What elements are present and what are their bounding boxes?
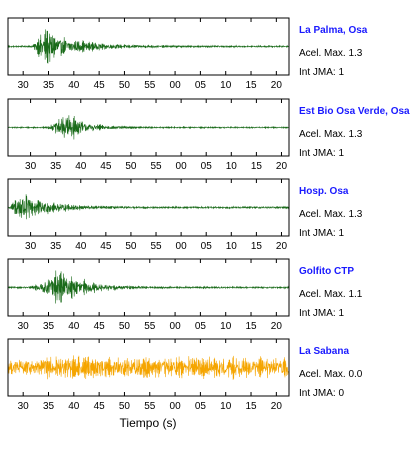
x-tick-label: 35 <box>50 241 62 252</box>
x-tick-label: 55 <box>144 80 156 91</box>
x-tick-label: 15 <box>245 80 257 91</box>
acel-max-label: Acel. Max. 0.0 <box>299 369 363 380</box>
plot-frame <box>7 338 290 397</box>
x-tick-label: 00 <box>176 161 188 172</box>
seismogram-trace <box>7 115 290 140</box>
x-tick-label: 45 <box>94 80 106 91</box>
x-tick-label: 35 <box>43 321 55 332</box>
x-tick-label: 40 <box>68 321 80 332</box>
int-jma-label: Int JMA: 1 <box>299 228 344 239</box>
station-panel: 30 35 40 45 50 55 00 05 10 15 20 La Palma, Osa Acel.… <box>7 17 368 91</box>
x-tick-label: 55 <box>144 401 156 412</box>
x-tick-label: 20 <box>271 401 283 412</box>
acel-max-label: Acel. Max. 1.3 <box>299 129 363 140</box>
x-tick-label: 20 <box>276 241 288 252</box>
x-tick-label: 45 <box>100 241 112 252</box>
station-name-label: Est Bio Osa Verde, Osa <box>299 106 410 117</box>
station-panel: 30 35 40 45 50 55 00 05 10 15 20 Est Bio Osa Verde,… <box>7 98 410 172</box>
plot-frame <box>7 98 290 157</box>
x-tick-label: 45 <box>94 401 106 412</box>
x-tick-label: 05 <box>195 321 207 332</box>
x-tick-label: 05 <box>201 241 213 252</box>
x-axis-title: Tiempo (s) <box>120 416 177 430</box>
x-tick-label: 40 <box>68 80 80 91</box>
int-jma-label: Int JMA: 1 <box>299 148 344 159</box>
x-tick-label: 15 <box>251 161 263 172</box>
acel-max-label: Acel. Max. 1.3 <box>299 209 363 220</box>
x-tick-label: 15 <box>245 321 257 332</box>
plot-frame <box>7 258 290 317</box>
x-tick-label: 45 <box>94 321 106 332</box>
x-tick-label: 20 <box>271 80 283 91</box>
seismogram-trace <box>7 29 290 64</box>
seismogram-trace <box>7 194 290 220</box>
station-panel: 30 35 40 45 50 55 00 05 10 15 20 Golfito CTP Acel. M… <box>7 258 363 332</box>
x-tick-label: 05 <box>201 161 213 172</box>
x-tick-label: 35 <box>50 161 62 172</box>
x-tick-label: 30 <box>25 241 37 252</box>
x-tick-label: 40 <box>75 161 87 172</box>
acel-max-label: Acel. Max. 1.3 <box>299 48 363 59</box>
x-tick-label: 10 <box>226 241 238 252</box>
x-tick-label: 50 <box>119 401 131 412</box>
x-tick-label: 00 <box>170 321 182 332</box>
x-tick-label: 10 <box>226 161 238 172</box>
x-tick-label: 30 <box>18 80 30 91</box>
int-jma-label: Int JMA: 1 <box>299 67 344 78</box>
int-jma-label: Int JMA: 1 <box>299 308 344 319</box>
x-tick-label: 20 <box>271 321 283 332</box>
x-tick-label: 40 <box>75 241 87 252</box>
x-tick-label: 55 <box>144 321 156 332</box>
x-tick-label: 55 <box>150 241 162 252</box>
x-tick-label: 50 <box>119 80 131 91</box>
x-tick-label: 00 <box>170 80 182 91</box>
plot-frame <box>7 17 290 76</box>
x-tick-label: 30 <box>18 401 30 412</box>
station-name-label: La Palma, Osa <box>299 25 368 36</box>
seismogram-trace <box>7 270 290 304</box>
x-tick-label: 00 <box>176 241 188 252</box>
x-tick-label: 15 <box>245 401 257 412</box>
x-tick-label: 35 <box>43 401 55 412</box>
x-tick-label: 40 <box>68 401 80 412</box>
x-tick-label: 10 <box>220 80 232 91</box>
x-tick-label: 05 <box>195 401 207 412</box>
x-tick-label: 10 <box>220 401 232 412</box>
x-tick-label: 50 <box>125 161 137 172</box>
x-tick-label: 35 <box>43 80 55 91</box>
plot-frame <box>7 178 290 237</box>
seismogram-trace <box>7 355 290 380</box>
acel-max-label: Acel. Max. 1.1 <box>299 289 363 300</box>
x-tick-label: 10 <box>220 321 232 332</box>
int-jma-label: Int JMA: 0 <box>299 388 344 399</box>
x-tick-label: 50 <box>125 241 137 252</box>
station-name-label: Hosp. Osa <box>299 186 349 197</box>
x-tick-label: 30 <box>18 321 30 332</box>
x-tick-label: 45 <box>100 161 112 172</box>
station-name-label: Golfito CTP <box>299 266 354 277</box>
x-tick-label: 15 <box>251 241 263 252</box>
x-tick-label: 00 <box>170 401 182 412</box>
station-panel: 30 35 40 45 50 55 00 05 10 15 20 Hosp. Osa Acel. Max… <box>7 178 363 252</box>
x-tick-label: 55 <box>150 161 162 172</box>
station-panel: 30 35 40 45 50 55 00 05 10 15 20 La Sabana Acel. Max… <box>7 338 363 412</box>
x-tick-label: 20 <box>276 161 288 172</box>
x-tick-label: 50 <box>119 321 131 332</box>
station-name-label: La Sabana <box>299 346 349 357</box>
x-tick-label: 05 <box>195 80 207 91</box>
x-tick-label: 30 <box>25 161 37 172</box>
